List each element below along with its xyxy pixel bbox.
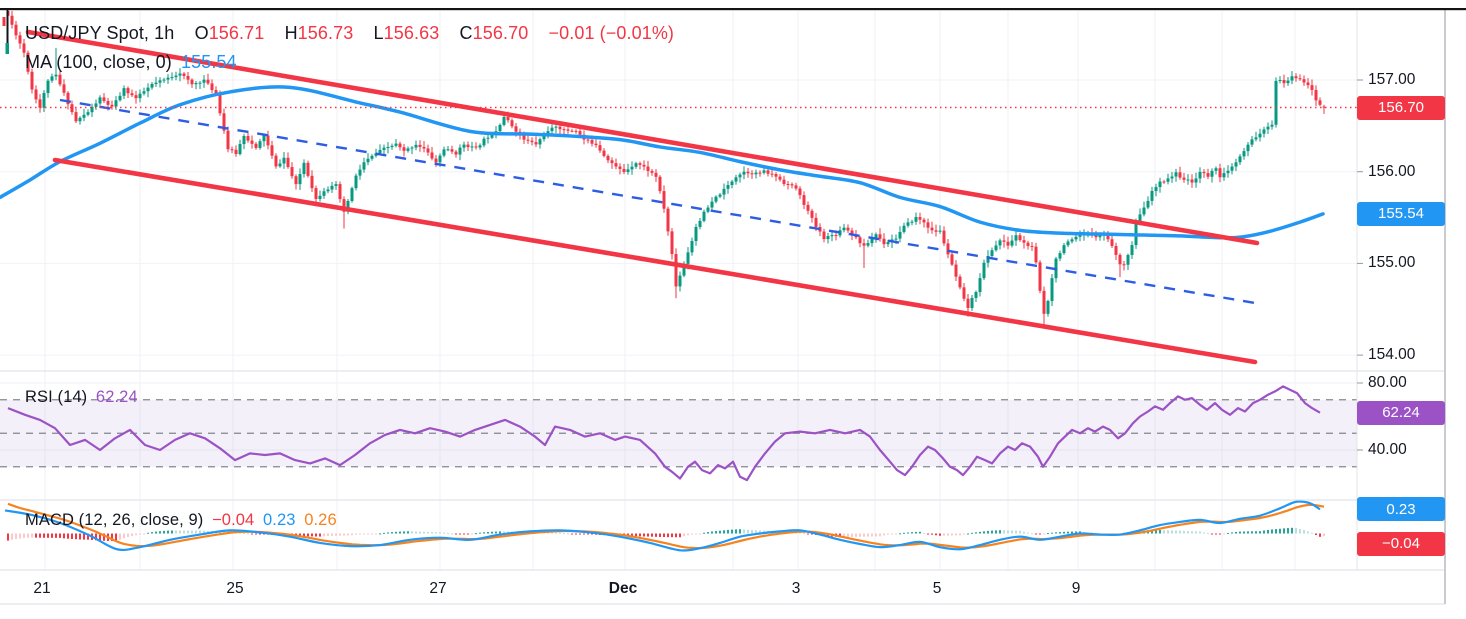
ma-badge-text: 155.54 xyxy=(1378,205,1424,223)
legend-ma-row[interactable]: MA (100, close, 0) 155.54 xyxy=(25,52,237,73)
macd-badge-text: 0.23 xyxy=(1386,500,1416,518)
ma-100-line xyxy=(0,85,1325,240)
ohlc-high-label: H xyxy=(284,23,298,43)
ohlc-low-label: L xyxy=(373,23,384,43)
rsi-label: RSI (14) xyxy=(25,388,88,406)
time-axis-label-3: 3 xyxy=(791,580,801,597)
macd-label: MACD (12, 26, close, 9) xyxy=(25,511,204,529)
legend-rsi-row[interactable]: RSI (14) 62.24 xyxy=(25,388,138,407)
macd-hist-badge: −0.04 xyxy=(1357,531,1445,556)
axis-label: 154.00 xyxy=(1368,346,1416,364)
macd-line-value: 0.23 xyxy=(263,511,296,529)
rsi-badge-text: 62.24 xyxy=(1382,404,1420,422)
ohlc-high-value: 156.73 xyxy=(297,23,354,43)
candlestick-series xyxy=(6,11,1326,325)
ma-label: MA (100, close, 0) xyxy=(25,52,172,72)
legend-macd-row[interactable]: MACD (12, 26, close, 9) −0.04 0.23 0.26 xyxy=(25,511,337,530)
ohlc-open-value: 156.71 xyxy=(208,23,265,43)
ohlc-close-label: C xyxy=(459,23,473,43)
time-axis-label-25: 25 xyxy=(226,580,244,597)
channel-lower-line xyxy=(52,157,1258,365)
symbol-title: USD/JPY Spot, 1h xyxy=(25,23,175,43)
edge-clipped-candles xyxy=(2,10,9,54)
axis-label: 80.00 xyxy=(1368,374,1407,391)
ohlc-low-value: 156.63 xyxy=(383,23,440,43)
macd-value-badge: 0.23 xyxy=(1357,497,1445,522)
grid-layer xyxy=(0,11,1357,570)
channel-midline xyxy=(59,98,1256,305)
rsi-line xyxy=(7,385,1321,482)
macd-hist-value: −0.04 xyxy=(212,511,255,529)
axis-label: 155.00 xyxy=(1368,254,1416,272)
last-price-badge: 156.70 xyxy=(1357,95,1445,120)
ohlc-open-label: O xyxy=(194,23,209,43)
axis-label: 156.00 xyxy=(1368,162,1416,180)
axis-label: 157.00 xyxy=(1368,71,1416,88)
channel-upper-line xyxy=(25,29,1260,246)
pane-borders xyxy=(0,8,1466,605)
hist-badge-text: −0.04 xyxy=(1382,535,1420,553)
price-axis-ticks xyxy=(1357,79,1363,451)
window-top-border xyxy=(0,8,1466,11)
ohlc-close-value: 156.70 xyxy=(472,23,529,43)
ma-value: 155.54 xyxy=(180,52,237,72)
time-axis-label-27: 27 xyxy=(429,580,447,597)
rsi-value-badge: 62.24 xyxy=(1357,400,1445,425)
rsi-levels xyxy=(0,399,1357,468)
time-axis-label-Dec: Dec xyxy=(608,580,638,597)
time-axis-label-5: 5 xyxy=(932,580,942,597)
macd-signal-value: 0.26 xyxy=(304,511,337,529)
descending-channel xyxy=(25,29,1260,365)
change-value: −0.01 (−0.01%) xyxy=(548,23,675,43)
ma-value-badge: 155.54 xyxy=(1357,201,1445,226)
macd-line xyxy=(4,500,1321,552)
legend-symbol-row[interactable]: USD/JPY Spot, 1h O156.71 H156.73 L156.63… xyxy=(25,23,674,44)
time-axis-label-21: 21 xyxy=(33,580,51,597)
rsi-value: 62.24 xyxy=(95,388,138,406)
axis-label: 40.00 xyxy=(1368,441,1407,458)
last-price-badge-text: 156.70 xyxy=(1378,99,1424,116)
time-axis-label-9: 9 xyxy=(1071,580,1081,597)
